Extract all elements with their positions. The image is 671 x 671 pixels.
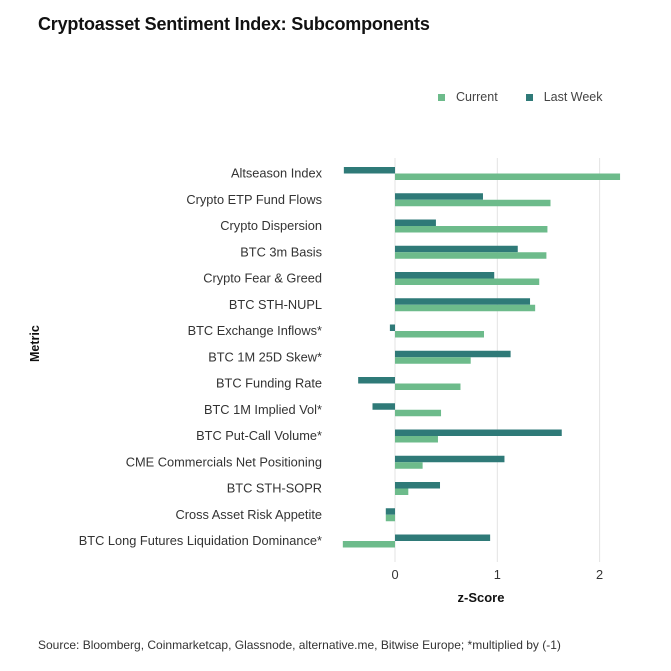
bar-current — [395, 252, 547, 259]
bar-last-week — [395, 272, 495, 279]
category-label: Crypto Fear & Greed — [203, 271, 322, 286]
bar-current — [395, 409, 442, 417]
legend-item-last-week: Last Week — [525, 90, 603, 104]
legend-item-current: Current — [438, 90, 498, 104]
bar-current — [395, 173, 621, 180]
bar-last-week — [389, 324, 395, 331]
bar-current — [395, 488, 409, 495]
bar-last-week — [343, 167, 395, 174]
category-label: BTC Exchange Inflows* — [188, 323, 322, 338]
bar-current — [385, 514, 395, 522]
category-label: Cross Asset Risk Appetite — [175, 507, 322, 522]
bar-current — [395, 226, 548, 233]
bar-current — [395, 436, 438, 443]
category-label: BTC 3m Basis — [240, 244, 322, 259]
bar-current — [395, 199, 551, 207]
legend-label-current: Current — [456, 90, 498, 104]
bar-last-week — [395, 298, 531, 305]
bar-current — [395, 278, 540, 285]
category-label: BTC 1M 25D Skew* — [208, 349, 322, 364]
bar-current — [395, 383, 461, 390]
bar-last-week — [395, 245, 518, 253]
category-label: Crypto Dispersion — [220, 218, 322, 233]
category-label: BTC STH-NUPL — [229, 297, 322, 312]
bar-last-week — [395, 534, 491, 541]
bar-last-week — [395, 482, 441, 489]
legend: Current Last Week — [438, 90, 631, 104]
category-label: BTC 1M Implied Vol* — [204, 402, 322, 417]
bar-last-week — [395, 193, 483, 200]
bar-last-week — [358, 377, 395, 384]
legend-label-last-week: Last Week — [543, 90, 603, 104]
category-label: CME Commercials Net Positioning — [126, 454, 322, 469]
bar-current — [395, 357, 471, 364]
bar-current — [395, 331, 485, 338]
chart-title: Cryptoasset Sentiment Index: Subcomponen… — [38, 14, 430, 34]
x-tick-label: 1 — [494, 567, 501, 582]
bar-last-week — [395, 429, 562, 436]
bar-current — [342, 541, 395, 548]
bar-last-week — [395, 219, 436, 226]
category-label: BTC STH-SOPR — [227, 481, 322, 496]
legend-swatch-current — [438, 93, 445, 101]
bar-last-week — [395, 455, 505, 463]
bar-last-week — [395, 350, 511, 358]
bar-current — [395, 304, 536, 312]
bar-last-week — [385, 508, 395, 515]
legend-swatch-last-week — [525, 93, 533, 101]
category-label: BTC Put-Call Volume* — [196, 428, 322, 443]
x-tick-label: 0 — [391, 567, 398, 582]
category-label: Crypto ETP Fund Flows — [186, 192, 322, 207]
bar-last-week — [372, 403, 395, 410]
bar-current — [395, 462, 423, 469]
source-note: Source: Bloomberg, Coinmarketcap, Glassn… — [38, 638, 561, 652]
x-axis-label: z-Score — [458, 590, 505, 605]
category-label: BTC Long Futures Liquidation Dominance* — [79, 533, 322, 548]
category-label: BTC Funding Rate — [216, 376, 322, 391]
category-label: Altseason Index — [231, 166, 323, 181]
x-tick-label: 2 — [596, 567, 603, 582]
